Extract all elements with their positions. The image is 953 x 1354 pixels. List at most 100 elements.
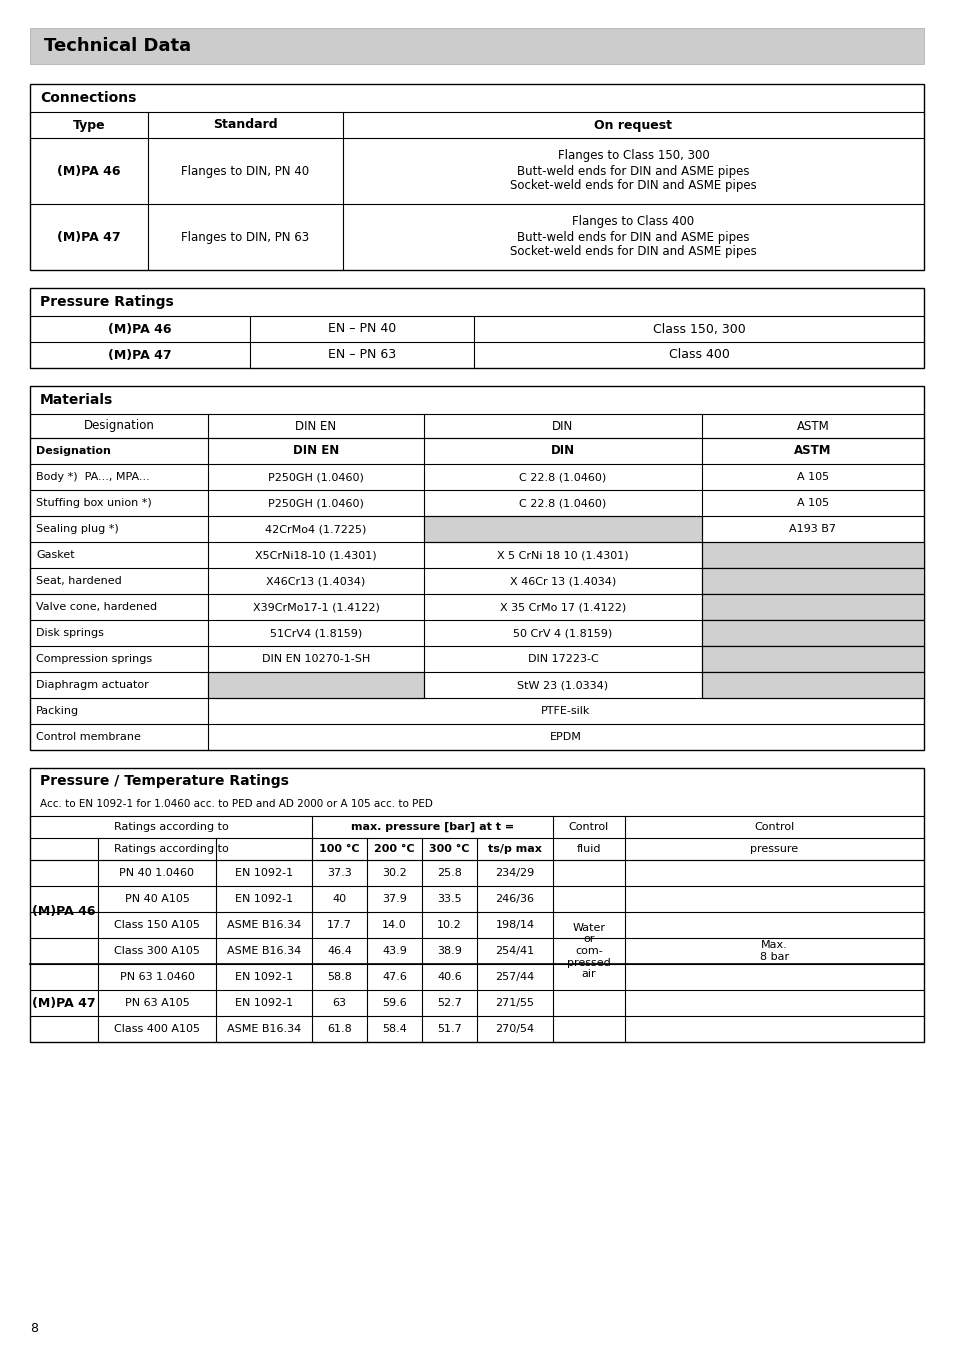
Text: ASME B16.34: ASME B16.34 bbox=[227, 1024, 301, 1034]
Text: 270/54: 270/54 bbox=[495, 1024, 534, 1034]
Text: P250GH (1.0460): P250GH (1.0460) bbox=[268, 498, 363, 508]
Text: 46.4: 46.4 bbox=[327, 946, 352, 956]
Text: Control: Control bbox=[568, 822, 608, 831]
Bar bbox=[30, 288, 923, 368]
Text: 43.9: 43.9 bbox=[381, 946, 407, 956]
Text: PN 63 A105: PN 63 A105 bbox=[125, 998, 190, 1007]
Text: 51.7: 51.7 bbox=[436, 1024, 461, 1034]
Text: X 5 CrNi 18 10 (1.4301): X 5 CrNi 18 10 (1.4301) bbox=[497, 550, 628, 561]
Bar bbox=[30, 386, 923, 750]
Text: Designation: Designation bbox=[36, 445, 111, 456]
Text: 37.9: 37.9 bbox=[381, 894, 407, 904]
Text: Body *)  PA..., MPA...: Body *) PA..., MPA... bbox=[36, 473, 150, 482]
Text: 52.7: 52.7 bbox=[436, 998, 461, 1007]
Text: Pressure Ratings: Pressure Ratings bbox=[40, 295, 173, 309]
Text: DIN 17223-C: DIN 17223-C bbox=[527, 654, 598, 663]
Text: 58.4: 58.4 bbox=[381, 1024, 407, 1034]
Text: DIN EN: DIN EN bbox=[295, 420, 336, 432]
Text: Valve cone, hardened: Valve cone, hardened bbox=[36, 603, 157, 612]
Text: (M)PA 46: (M)PA 46 bbox=[57, 164, 121, 177]
Text: 30.2: 30.2 bbox=[382, 868, 406, 877]
Text: 234/29: 234/29 bbox=[495, 868, 534, 877]
Text: C 22.8 (1.0460): C 22.8 (1.0460) bbox=[518, 498, 606, 508]
Text: 300 °C: 300 °C bbox=[429, 844, 469, 854]
Text: Compression springs: Compression springs bbox=[36, 654, 152, 663]
Text: DIN: DIN bbox=[551, 444, 575, 458]
Text: Acc. to EN 1092-1 for 1.0460 acc. to PED and AD 2000 or A 105 acc. to PED: Acc. to EN 1092-1 for 1.0460 acc. to PED… bbox=[40, 799, 433, 808]
Text: EN 1092-1: EN 1092-1 bbox=[234, 998, 293, 1007]
Text: max. pressure [bar] at t =: max. pressure [bar] at t = bbox=[351, 822, 514, 833]
Text: Control: Control bbox=[754, 822, 794, 831]
Text: PN 40 1.0460: PN 40 1.0460 bbox=[119, 868, 194, 877]
Text: 51CrV4 (1.8159): 51CrV4 (1.8159) bbox=[270, 628, 362, 638]
Bar bbox=[30, 28, 923, 64]
Text: (M)PA 47: (M)PA 47 bbox=[32, 997, 95, 1010]
Text: Class 150 A105: Class 150 A105 bbox=[114, 919, 200, 930]
Bar bbox=[423, 516, 701, 542]
Text: Type: Type bbox=[72, 119, 105, 131]
Text: Class 150, 300: Class 150, 300 bbox=[652, 322, 744, 336]
Text: (M)PA 47: (M)PA 47 bbox=[57, 230, 121, 244]
Text: pressure: pressure bbox=[750, 844, 798, 854]
Text: ASTM: ASTM bbox=[796, 420, 828, 432]
Text: (M)PA 46: (M)PA 46 bbox=[32, 906, 95, 918]
Text: DIN EN 10270-1-SH: DIN EN 10270-1-SH bbox=[262, 654, 370, 663]
Text: 254/41: 254/41 bbox=[495, 946, 534, 956]
Text: Class 400: Class 400 bbox=[668, 348, 729, 362]
Text: 33.5: 33.5 bbox=[436, 894, 461, 904]
Text: A193 B7: A193 B7 bbox=[789, 524, 836, 533]
Text: Pressure / Temperature Ratings: Pressure / Temperature Ratings bbox=[40, 774, 289, 788]
Text: (M)PA 46: (M)PA 46 bbox=[108, 322, 172, 336]
Text: PTFE-silk: PTFE-silk bbox=[540, 705, 590, 716]
Bar bbox=[701, 646, 923, 672]
Text: Control membrane: Control membrane bbox=[36, 733, 141, 742]
Text: DIN: DIN bbox=[552, 420, 573, 432]
Text: 58.8: 58.8 bbox=[327, 972, 352, 982]
Text: 10.2: 10.2 bbox=[436, 919, 461, 930]
Text: X46Cr13 (1.4034): X46Cr13 (1.4034) bbox=[266, 575, 365, 586]
Text: X 46Cr 13 (1.4034): X 46Cr 13 (1.4034) bbox=[509, 575, 616, 586]
Text: (M)PA 47: (M)PA 47 bbox=[108, 348, 172, 362]
Bar bbox=[701, 542, 923, 567]
Text: On request: On request bbox=[594, 119, 672, 131]
Bar bbox=[701, 567, 923, 594]
Text: 257/44: 257/44 bbox=[495, 972, 534, 982]
Text: 37.3: 37.3 bbox=[327, 868, 352, 877]
Text: 40: 40 bbox=[332, 894, 346, 904]
Text: Flanges to Class 400
Butt-weld ends for DIN and ASME pipes
Socket-weld ends for : Flanges to Class 400 Butt-weld ends for … bbox=[510, 215, 756, 259]
Text: 61.8: 61.8 bbox=[327, 1024, 352, 1034]
Text: 100 °C: 100 °C bbox=[319, 844, 359, 854]
Text: ASME B16.34: ASME B16.34 bbox=[227, 919, 301, 930]
Text: X39CrMo17-1 (1.4122): X39CrMo17-1 (1.4122) bbox=[253, 603, 379, 612]
Text: X 35 CrMo 17 (1.4122): X 35 CrMo 17 (1.4122) bbox=[499, 603, 625, 612]
Text: 59.6: 59.6 bbox=[382, 998, 406, 1007]
Text: Packing: Packing bbox=[36, 705, 79, 716]
Text: Ratings according to: Ratings according to bbox=[113, 822, 228, 831]
Text: Ratings according to: Ratings according to bbox=[113, 844, 228, 854]
Text: 271/55: 271/55 bbox=[495, 998, 534, 1007]
Text: 14.0: 14.0 bbox=[382, 919, 406, 930]
Text: Disk springs: Disk springs bbox=[36, 628, 104, 638]
Text: A 105: A 105 bbox=[796, 498, 828, 508]
Text: Class 400 A105: Class 400 A105 bbox=[113, 1024, 200, 1034]
Text: 25.8: 25.8 bbox=[436, 868, 461, 877]
Bar bbox=[701, 620, 923, 646]
Text: Gasket: Gasket bbox=[36, 550, 74, 561]
Text: Class 300 A105: Class 300 A105 bbox=[114, 946, 200, 956]
Text: Flanges to DIN, PN 40: Flanges to DIN, PN 40 bbox=[181, 164, 309, 177]
Text: P250GH (1.0460): P250GH (1.0460) bbox=[268, 473, 363, 482]
Bar bbox=[701, 672, 923, 699]
Text: Connections: Connections bbox=[40, 91, 136, 106]
Text: 42CrMo4 (1.7225): 42CrMo4 (1.7225) bbox=[265, 524, 366, 533]
Bar bbox=[30, 768, 923, 1043]
Text: 8: 8 bbox=[30, 1322, 38, 1335]
Text: EN 1092-1: EN 1092-1 bbox=[234, 894, 293, 904]
Text: StW 23 (1.0334): StW 23 (1.0334) bbox=[517, 680, 608, 691]
Text: EPDM: EPDM bbox=[550, 733, 581, 742]
Text: 200 °C: 200 °C bbox=[374, 844, 415, 854]
Text: EN 1092-1: EN 1092-1 bbox=[234, 868, 293, 877]
Text: ts/p max: ts/p max bbox=[488, 844, 541, 854]
Text: Max.
8 bar: Max. 8 bar bbox=[760, 940, 788, 961]
Bar bbox=[208, 672, 423, 699]
Text: PN 63 1.0460: PN 63 1.0460 bbox=[119, 972, 194, 982]
